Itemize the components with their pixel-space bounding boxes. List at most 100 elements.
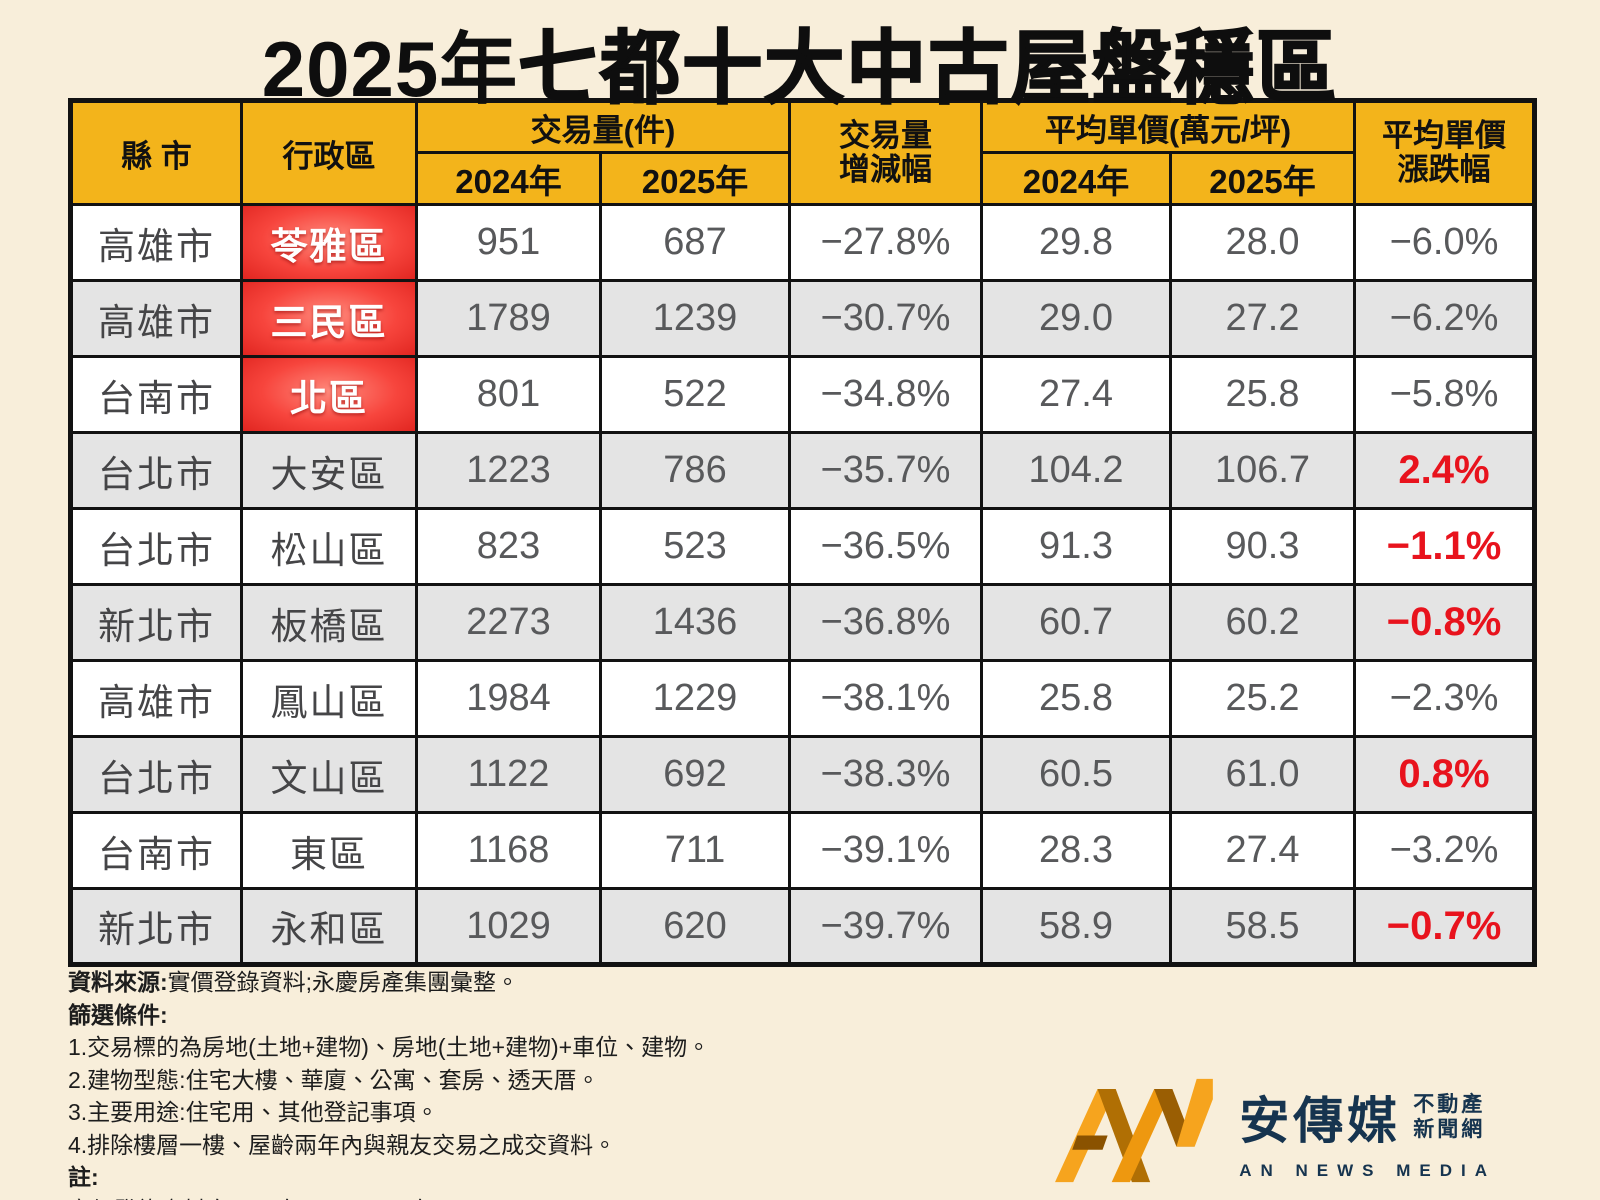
price-2025-cell: 25.8: [1168, 355, 1357, 434]
table-row: 新北市 永和區 1029 620 −39.7% 58.9 58.5 −0.7%: [69, 887, 1537, 966]
source-label: 資料來源:: [68, 969, 168, 995]
district-cell-highlighted: 苓雅區: [240, 203, 418, 282]
city-cell: 台北市: [69, 431, 243, 510]
header-city: 縣 市: [69, 99, 243, 206]
price-2025-cell: 27.2: [1168, 279, 1357, 358]
vol-2025-cell: 620: [599, 887, 791, 966]
price-change-cell-red: −0.7%: [1353, 887, 1537, 966]
vol-2025-cell: 692: [599, 735, 791, 814]
vol-change-cell: −38.1%: [788, 659, 983, 738]
header-vol-2024: 2024年: [415, 151, 602, 206]
price-change-cell-red: −0.8%: [1353, 583, 1537, 662]
district-cell: 大安區: [240, 431, 418, 510]
page-title: 2025年七都十大中古屋盤穩區: [0, 0, 1600, 114]
table-row: 台南市 北區 801 522 −34.8% 27.4 25.8 −5.8%: [69, 355, 1537, 434]
city-cell: 台北市: [69, 507, 243, 586]
vol-change-cell: −34.8%: [788, 355, 983, 434]
city-cell: 高雄市: [69, 203, 243, 282]
price-2025-cell: 27.4: [1168, 811, 1357, 890]
vol-2025-cell: 1436: [599, 583, 791, 662]
title-year: 2025年: [261, 25, 519, 113]
vol-2025-cell: 1229: [599, 659, 791, 738]
price-change-cell: −6.0%: [1353, 203, 1537, 282]
note-label-line: 註:: [68, 1161, 1048, 1194]
header-vol-2025: 2025年: [599, 151, 791, 206]
table-row: 高雄市 苓雅區 951 687 −27.8% 29.8 28.0 −6.0%: [69, 203, 1537, 282]
price-change-cell: −5.8%: [1353, 355, 1537, 434]
logo-brand-cn: 安傳媒: [1239, 1093, 1402, 1149]
vol-2025-cell: 523: [599, 507, 791, 586]
city-cell: 高雄市: [69, 659, 243, 738]
vol-2025-cell: 1239: [599, 279, 791, 358]
vol-change-cell: −35.7%: [788, 431, 983, 510]
price-2024-cell: 60.5: [980, 735, 1172, 814]
header-price-change: 平均單價 漲跌幅: [1353, 99, 1537, 206]
housing-stats-table: 縣 市 行政區 交易量(件) 交易量 增減幅 平均單價(萬元/坪) 平均單價 漲…: [68, 98, 1538, 967]
vol-2025-cell: 687: [599, 203, 791, 282]
header-price-change-line1: 平均單價: [1382, 118, 1507, 153]
filter-label: 篩選條件:: [68, 1001, 168, 1028]
vol-2024-cell: 1168: [415, 811, 602, 890]
header-volume-change-line2: 增減幅: [839, 152, 932, 187]
city-cell: 高雄市: [69, 279, 243, 358]
price-2024-cell: 29.8: [980, 203, 1172, 282]
vol-2024-cell: 1122: [415, 735, 602, 814]
price-2024-cell: 58.9: [980, 887, 1172, 966]
city-cell: 新北市: [69, 887, 243, 966]
logo-tagline-line2: 新聞網: [1413, 1118, 1486, 1141]
district-cell: 東區: [240, 811, 418, 890]
vol-change-cell: −27.8%: [788, 203, 983, 282]
vol-change-cell: −36.5%: [788, 507, 983, 586]
logo-wordmark: 安傳媒 不動產 新聞網 AN NEWS MEDIA: [1239, 1081, 1496, 1181]
district-cell: 永和區: [240, 887, 418, 966]
table-row: 台南市 東區 1168 711 −39.1% 28.3 27.4 −3.2%: [69, 811, 1537, 890]
header-price-2024: 2024年: [980, 151, 1172, 206]
price-2025-cell: 106.7: [1168, 431, 1357, 510]
header-volume-change: 交易量 增減幅: [788, 99, 983, 206]
table-row: 台北市 文山區 1122 692 −38.3% 60.5 61.0 0.8%: [69, 735, 1537, 814]
price-2025-cell: 90.3: [1168, 507, 1357, 586]
city-cell: 台南市: [69, 811, 243, 890]
vol-2024-cell: 1789: [415, 279, 602, 358]
logo-tagline-line1: 不動產: [1413, 1093, 1486, 1116]
table-row: 新北市 板橋區 2273 1436 −36.8% 60.7 60.2 −0.8%: [69, 583, 1537, 662]
vol-2025-cell: 711: [599, 811, 791, 890]
note-text: 實價登錄資料自2024年1月至2025年12月: [68, 1194, 1048, 1200]
district-cell: 文山區: [240, 735, 418, 814]
price-2024-cell: 29.0: [980, 279, 1172, 358]
header-volume-group: 交易量(件): [415, 99, 791, 154]
price-2024-cell: 28.3: [980, 811, 1172, 890]
price-change-cell: −3.2%: [1353, 811, 1537, 890]
filter-item-2: 2.建物型態:住宅大樓、華廈、公寓、套房、透天厝。: [68, 1066, 600, 1093]
source-line: 資料來源:實價登錄資料;永慶房產集團彙整。: [68, 966, 1048, 999]
header-volume-change-line1: 交易量: [839, 118, 932, 153]
price-change-cell: −2.3%: [1353, 659, 1537, 738]
vol-2024-cell: 951: [415, 203, 602, 282]
city-cell: 台南市: [69, 355, 243, 434]
price-2024-cell: 104.2: [980, 431, 1172, 510]
logo-tagline: 不動產 新聞網: [1413, 1092, 1485, 1142]
vol-2024-cell: 1029: [415, 887, 602, 966]
header-price-2025: 2025年: [1168, 151, 1357, 206]
vol-2024-cell: 1984: [415, 659, 602, 738]
filter-item-3: 3.主要用途:住宅用、其他登記事項。: [68, 1099, 439, 1125]
price-change-cell-red: −1.1%: [1353, 507, 1537, 586]
price-change-cell: −6.2%: [1353, 279, 1537, 358]
price-2025-cell: 25.2: [1168, 659, 1357, 738]
price-change-cell-red: 0.8%: [1353, 735, 1537, 814]
note-label: 註:: [68, 1164, 99, 1190]
district-cell: 松山區: [240, 507, 418, 586]
vol-change-cell: −39.7%: [788, 887, 983, 966]
district-cell-highlighted: 三民區: [240, 279, 418, 358]
filter-item-1: 1.交易標的為房地(土地+建物)、房地(土地+建物)+車位、建物。: [68, 1034, 711, 1060]
district-cell: 板橋區: [240, 583, 418, 662]
price-2024-cell: 27.4: [980, 355, 1172, 434]
an-news-media-logo: 安傳媒 不動產 新聞網 AN NEWS MEDIA: [1053, 1072, 1496, 1190]
price-change-cell-red: 2.4%: [1353, 431, 1537, 510]
title-main: 七都十大中古屋盤穩區: [517, 23, 1339, 114]
table-row: 台北市 松山區 823 523 −36.5% 91.3 90.3 −1.1%: [69, 507, 1537, 586]
district-cell-highlighted: 北區: [240, 355, 418, 434]
vol-2025-cell: 522: [599, 355, 791, 434]
vol-change-cell: −39.1%: [788, 811, 983, 890]
